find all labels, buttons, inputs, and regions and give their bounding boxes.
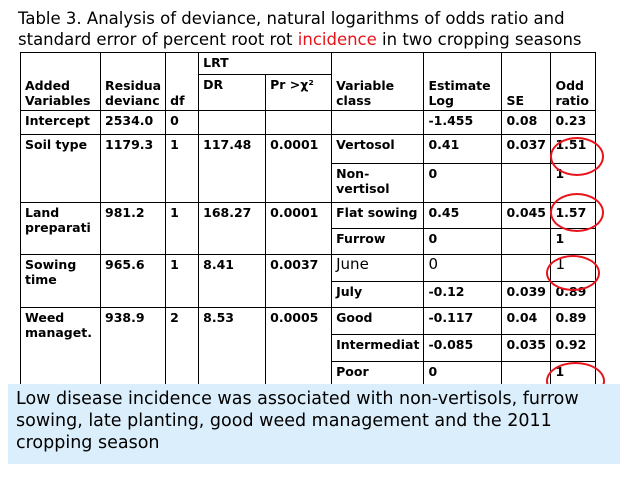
cell-odd: 0.23: [550, 110, 597, 135]
cell-df: 2: [165, 307, 200, 389]
cell-class: Vertosol: [331, 134, 425, 164]
cell-estimate: -0.117: [423, 307, 503, 335]
cell-df: 0: [165, 110, 200, 135]
cell-estimate: -0.085: [423, 334, 503, 362]
header-added-variables: Added Variables: [20, 52, 101, 111]
cell-pr: 0.0001: [265, 134, 333, 203]
header-variable-class: Variable class: [331, 52, 425, 111]
cell-odd: 0.92: [550, 334, 597, 362]
cell-estimate: 0: [423, 163, 503, 203]
header-odd-ratio: Odd ratio: [550, 52, 597, 111]
caption-text: Table 3. Analysis of deviance, natural l…: [18, 9, 565, 49]
cell-class: Furrow: [331, 228, 425, 255]
cell-se: 0.039: [501, 281, 552, 308]
cell-estimate: 0.41: [423, 134, 503, 164]
header-estimate-log: Estimate Log: [423, 52, 503, 111]
cell-class: Flat sowing: [331, 202, 425, 229]
cell-variable: Land preparati: [20, 202, 101, 255]
table-row-soil-vertosol: Soil type 1179.3 1 117.48 0.0001 Vertoso…: [20, 134, 597, 203]
highlight-ellipse-flat-sowing: [550, 193, 604, 232]
table-row-sowing-july: July -0.12 0.039 0.89: [21, 281, 597, 308]
table-row-sowing-june: Sowing time 965.6 1 8.41 0.0037 June 0 1: [20, 254, 597, 308]
cell-se: 0.035: [501, 334, 552, 362]
cell-residual: 2534.0: [99, 110, 167, 135]
cell-estimate: 0: [423, 228, 503, 255]
table-caption: Table 3. Analysis of deviance, natural l…: [18, 8, 628, 50]
cell-se: 0.08: [501, 110, 552, 135]
cell-class: Good: [331, 307, 425, 335]
cell-pr: [265, 110, 333, 135]
header-row: Added Variables Residua devianc df LRT V…: [20, 52, 597, 111]
cell-estimate: 0.45: [423, 202, 503, 229]
cell-variable: Sowing time: [20, 254, 101, 308]
header-se: SE: [501, 52, 552, 111]
cell-dr: 8.53: [198, 307, 267, 389]
cell-se: [501, 228, 552, 255]
cell-se: [501, 163, 552, 203]
cell-class: [331, 110, 425, 135]
cell-variable: Weed managet.: [20, 307, 101, 389]
cell-estimate: 0: [423, 254, 503, 282]
cell-variable: Intercept: [20, 110, 101, 135]
cell-class: June: [331, 254, 425, 282]
cell-odd: 1: [550, 228, 597, 255]
table-row-intercept: Intercept 2534.0 0 -1.455 0.08 0.23: [20, 110, 597, 135]
cell-pr: 0.0001: [265, 202, 333, 255]
cell-odd: 0.89: [550, 307, 597, 335]
cell-class: Intermediat: [331, 334, 425, 362]
cell-dr: 168.27: [198, 202, 267, 255]
cell-pr: 0.0005: [265, 307, 333, 389]
caption-highlight: incidence: [297, 30, 377, 49]
cell-df: 1: [165, 254, 200, 308]
cell-se: [501, 254, 552, 282]
cell-residual: 938.9: [99, 307, 167, 389]
caption-text-end: in two cropping seasons: [376, 30, 582, 49]
cell-residual: 981.2: [99, 202, 167, 255]
cell-df: 1: [165, 202, 200, 255]
header-df: df: [165, 52, 200, 111]
cell-variable: Soil type: [20, 134, 101, 203]
header-pr: Pr >χ²: [265, 74, 333, 111]
cell-estimate: -0.12: [423, 281, 503, 308]
cell-dr: 8.41: [198, 254, 267, 308]
highlight-ellipse-vertosol: [550, 137, 604, 176]
cell-se: 0.045: [501, 202, 552, 229]
table-row-weed-intermediate: Intermediat -0.085 0.035 0.92: [21, 334, 597, 362]
cell-residual: 1179.3: [99, 134, 167, 203]
cell-class: July: [331, 281, 425, 308]
cell-class: Non-vertisol: [331, 163, 425, 203]
table-row-land-flat: Land preparati 981.2 1 168.27 0.0001 Fla…: [20, 202, 597, 255]
conclusion-note: Low disease incidence was associated wit…: [8, 384, 620, 464]
cell-se: 0.037: [501, 134, 552, 164]
header-dr: DR: [198, 74, 267, 111]
cell-dr: 117.48: [198, 134, 267, 203]
cell-pr: 0.0037: [265, 254, 333, 308]
header-residual-deviance: Residua devianc: [99, 52, 167, 111]
cell-residual: 965.6: [99, 254, 167, 308]
highlight-ellipse-june: [546, 255, 600, 291]
deviance-table: Added Variables Residua devianc df LRT V…: [20, 52, 597, 389]
cell-df: 1: [165, 134, 200, 203]
cell-se: 0.04: [501, 307, 552, 335]
header-lrt: LRT: [198, 52, 333, 75]
table-row-weed-good: Weed managet. 938.9 2 8.53 0.0005 Good -…: [20, 307, 597, 389]
cell-dr: [198, 110, 267, 135]
cell-estimate: -1.455: [423, 110, 503, 135]
